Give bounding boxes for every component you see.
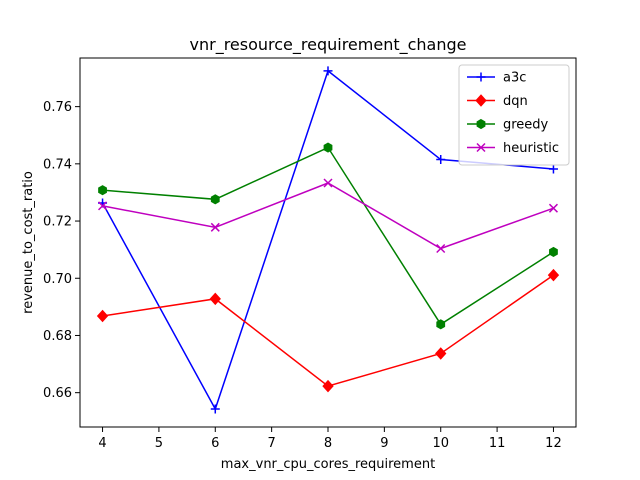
data-point-greedy (210, 194, 220, 205)
legend-marker (475, 94, 487, 107)
legend-entry-heuristic: heuristic (467, 141, 559, 156)
data-point-dqn (547, 268, 560, 282)
x-tick-label: 12 (545, 436, 562, 451)
data-point-dqn (435, 347, 447, 360)
series-dqn (96, 268, 560, 393)
series-line-heuristic (102, 182, 554, 250)
x-tick-label: 8 (324, 436, 332, 451)
data-point-heuristic (98, 201, 108, 211)
data-point-greedy (98, 185, 107, 196)
data-point-dqn (209, 292, 221, 306)
y-tick-label: 0.74 (43, 157, 72, 172)
plot-frame (79, 57, 577, 428)
series-line-dqn (102, 274, 554, 387)
legend-label: a3c (503, 71, 526, 86)
series-greedy (98, 142, 558, 330)
legend-marker (476, 118, 486, 130)
legend: a3c dqn greedy heuristic (458, 64, 570, 166)
legend-entry-a3c: a3c (467, 71, 526, 86)
data-point-heuristic (436, 243, 446, 254)
data-point-dqn (322, 379, 334, 393)
data-point-heuristic (210, 222, 220, 232)
x-tick-label: 4 (98, 436, 106, 451)
x-axis: 4 5 6 7 8 9 10 11 12 (98, 427, 562, 451)
x-tick-label: 11 (489, 436, 506, 451)
y-tick-label: 0.70 (43, 272, 72, 287)
y-axis-label: revenue_to_cost_ratio (21, 171, 36, 314)
data-point-heuristic (548, 203, 558, 213)
data-point-a3c (323, 66, 333, 76)
x-tick-label: 7 (267, 436, 275, 451)
legend-label: dqn (503, 94, 528, 109)
legend-marker (476, 72, 486, 82)
series-line-greedy (102, 146, 554, 326)
data-point-heuristic (323, 178, 333, 188)
y-axis: 0.66 0.68 0.70 0.72 0.74 0.76 (43, 100, 80, 401)
legend-label: heuristic (503, 141, 559, 156)
data-point-greedy (549, 246, 558, 258)
data-point-a3c (548, 164, 558, 174)
legend-box (458, 64, 570, 166)
legend-entry-dqn: dqn (467, 94, 528, 109)
legend-label: greedy (503, 118, 549, 133)
x-axis-label: max_vnr_cpu_cores_requirement (221, 457, 435, 472)
legend-entry-greedy: greedy (467, 118, 549, 133)
legend-marker (476, 142, 486, 153)
y-tick-label: 0.66 (43, 386, 72, 401)
y-tick-label: 0.72 (43, 215, 72, 230)
data-point-a3c (210, 404, 220, 414)
series-heuristic (98, 178, 558, 254)
data-point-dqn (96, 309, 109, 323)
data-point-greedy (323, 142, 333, 153)
x-tick-label: 5 (155, 436, 163, 451)
y-tick-label: 0.68 (43, 329, 72, 344)
x-tick-label: 6 (211, 436, 219, 451)
data-point-a3c (436, 155, 446, 165)
data-point-greedy (436, 319, 446, 330)
y-tick-label: 0.76 (43, 100, 72, 115)
x-tick-label: 9 (380, 436, 388, 451)
x-tick-label: 10 (432, 436, 449, 451)
chart-title: vnr_resource_requirement_change (190, 35, 467, 55)
